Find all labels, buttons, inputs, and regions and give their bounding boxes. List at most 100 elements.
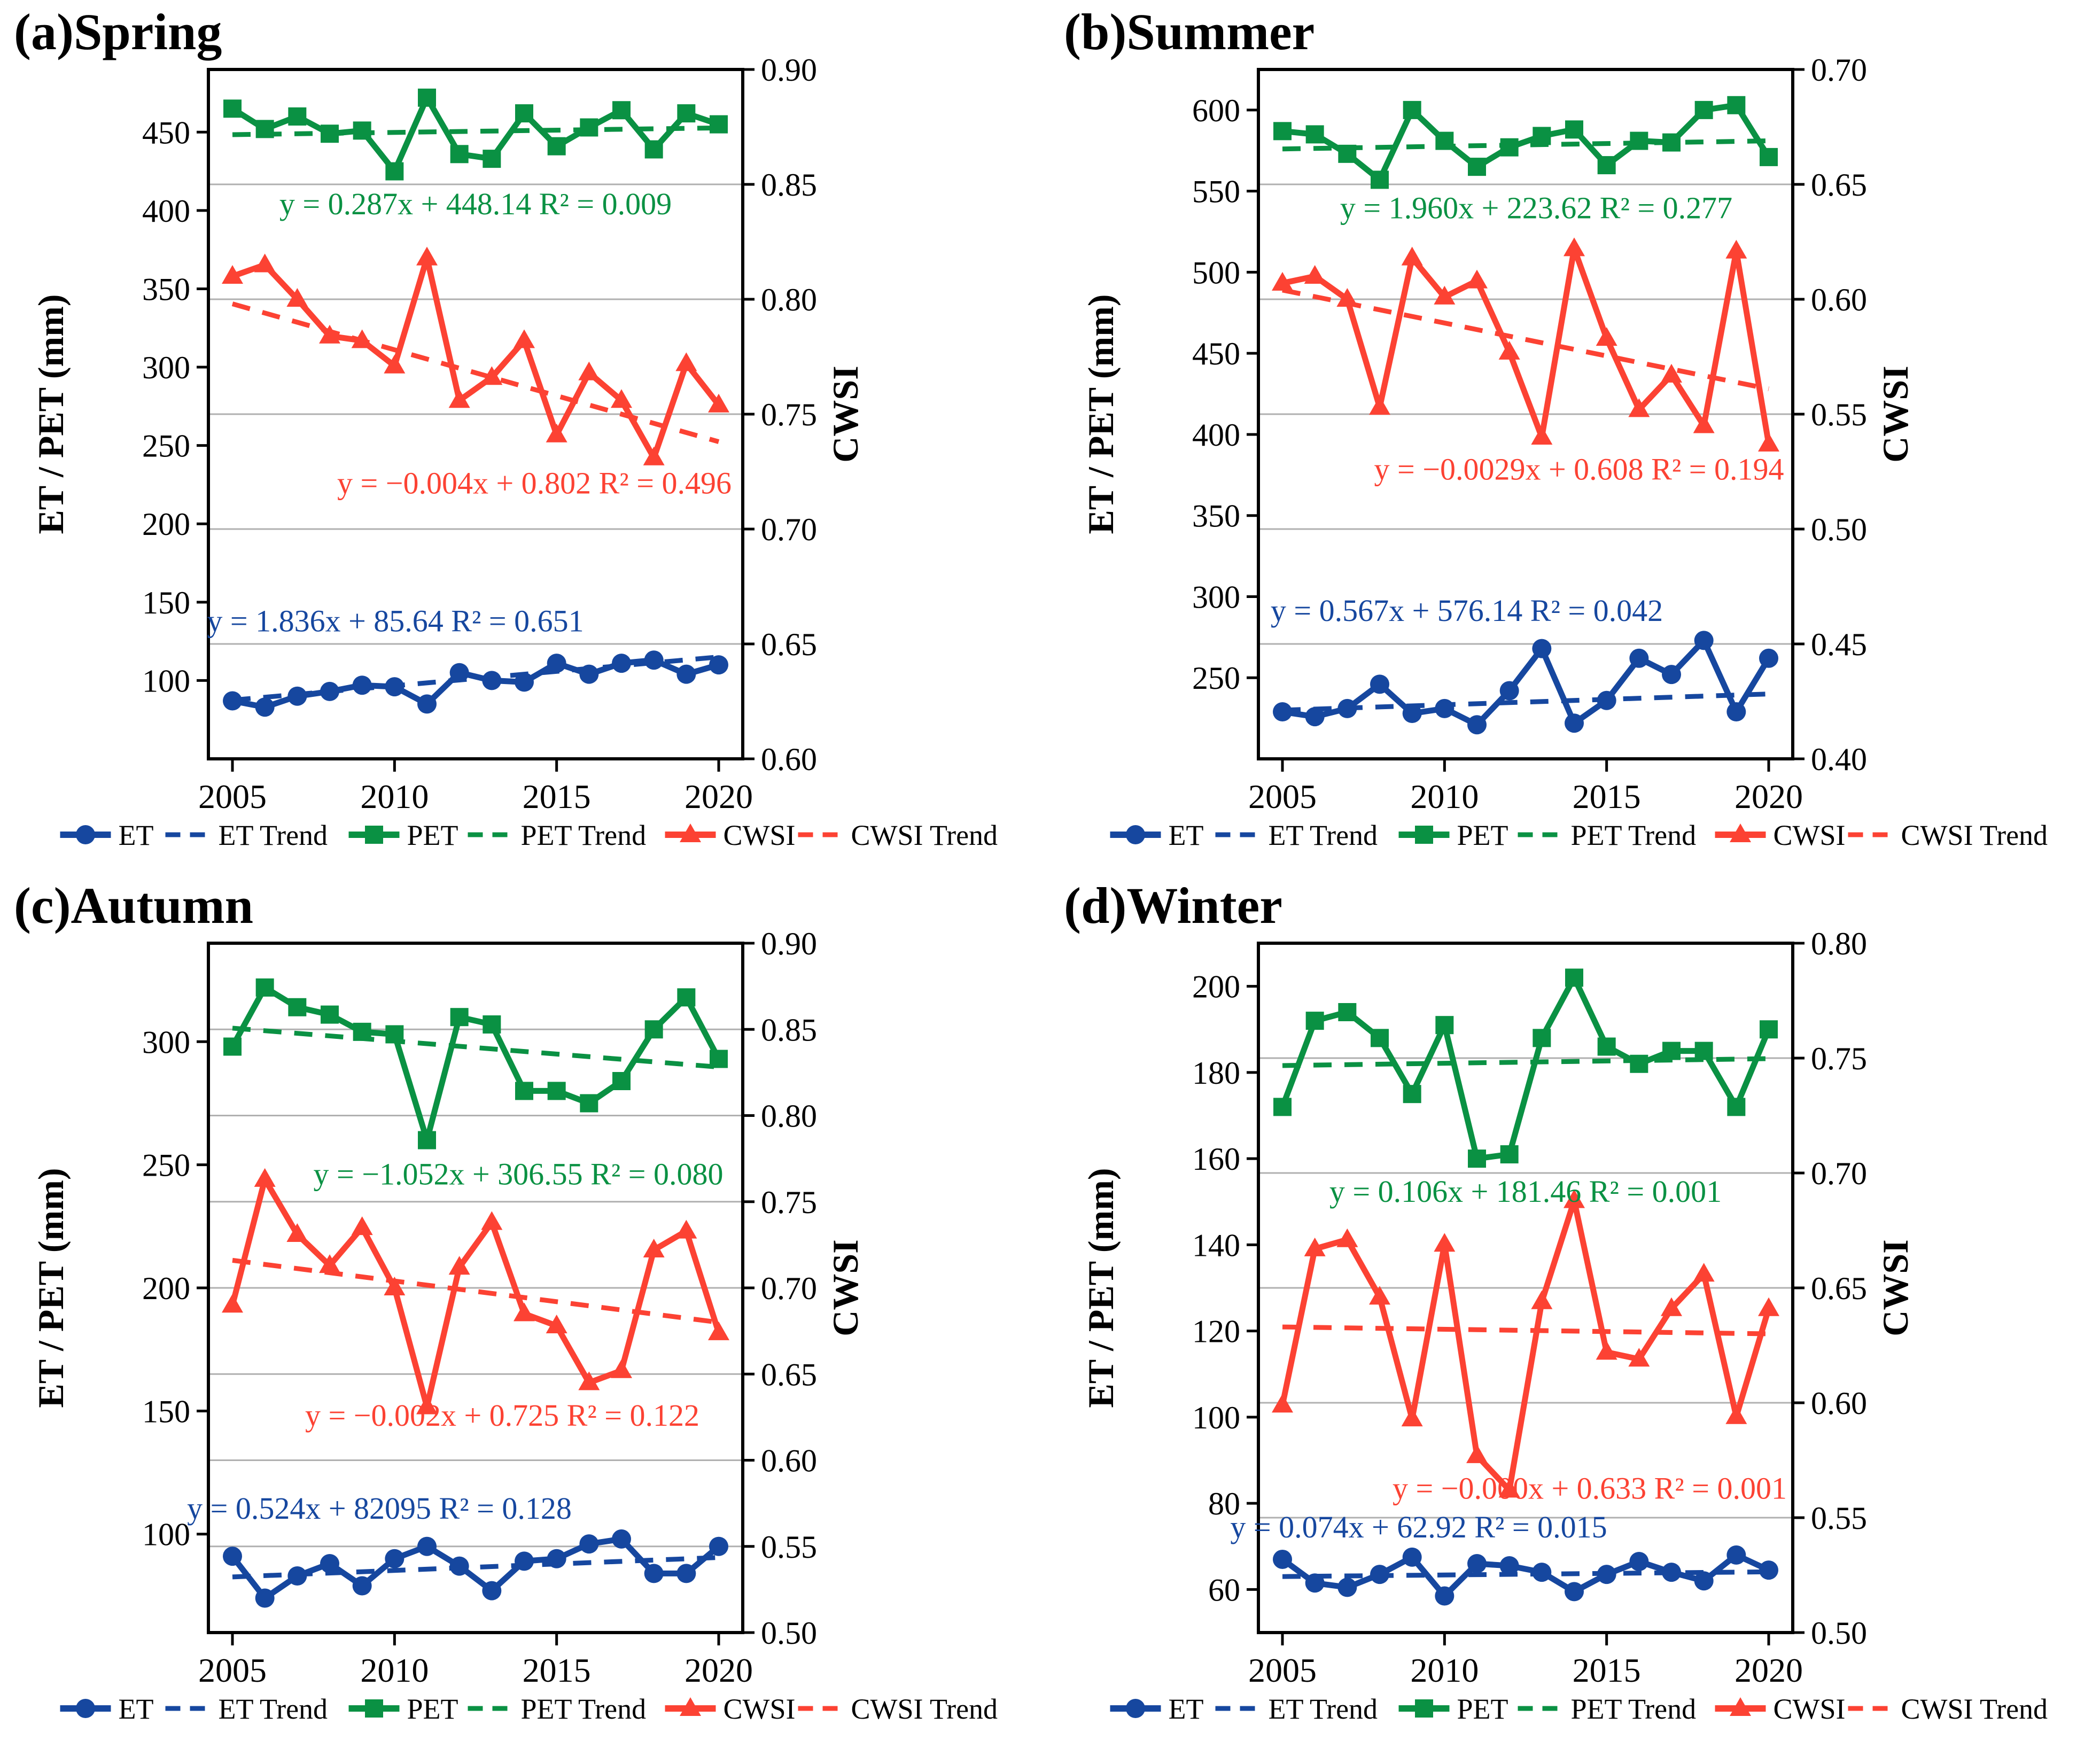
- panel-spring: 100 150 200 250 300 350 400 450 0.60 0.65 0.70 0.75…: [0, 0, 1050, 874]
- x-tick-label: 2010: [360, 778, 429, 815]
- chart-summer: 250 300 350 400 450 500 550 600 0.40 0.45 0.50 0.55…: [1064, 3, 2048, 851]
- marker-cwsi: [1758, 432, 1779, 452]
- marker-pet: [580, 1094, 598, 1113]
- legend-label: PET: [407, 1693, 458, 1725]
- x-tick-label: 2010: [1410, 1651, 1479, 1689]
- left-axis-label: ET / PET (mm): [30, 294, 71, 534]
- marker-cwsi: [643, 1239, 665, 1258]
- legend-label: PET Trend: [521, 819, 647, 851]
- marker-pet: [1338, 144, 1357, 163]
- marker-et: [1305, 1573, 1325, 1593]
- equation-et: y = 0.074x + 62.92 R² = 0.015: [1230, 1510, 1607, 1544]
- left-tick-label: 60: [1208, 1572, 1240, 1607]
- marker-cwsi: [1564, 237, 1585, 257]
- legend-item-pet: PET: [348, 819, 458, 851]
- marker-cwsi: [643, 446, 665, 465]
- legend-item-et-trend: ET Trend: [1215, 1693, 1378, 1725]
- right-axis-label: CWSI: [825, 366, 866, 462]
- marker-pet: [1468, 158, 1486, 176]
- left-tick-label: 100: [142, 663, 190, 698]
- marker-et: [1662, 665, 1681, 685]
- marker-cwsi: [546, 1314, 567, 1333]
- right-tick-label: 0.70: [1811, 52, 1867, 88]
- legend-triangle-icon: [680, 823, 701, 842]
- marker-cwsi: [1304, 1237, 1326, 1256]
- marker-cwsi: [351, 329, 373, 348]
- marker-pet: [1435, 1016, 1454, 1035]
- marker-cwsi: [708, 393, 729, 413]
- left-tick-label: 250: [142, 429, 190, 464]
- marker-pet: [1727, 1098, 1746, 1116]
- legend-item-pet: PET: [1398, 819, 1508, 851]
- marker-et: [1694, 1571, 1714, 1591]
- marker-cwsi: [1304, 265, 1326, 284]
- marker-et: [1532, 639, 1552, 658]
- chart-spring: 100 150 200 250 300 350 400 450 0.60 0.65 0.70 0.75…: [14, 3, 998, 851]
- marker-et: [482, 671, 502, 690]
- marker-et: [1597, 1565, 1616, 1584]
- marker-pet: [515, 1082, 533, 1100]
- trend-line-pet-trend: [1282, 1056, 1769, 1068]
- marker-et: [644, 650, 664, 670]
- legend-label: PET: [1457, 1693, 1508, 1725]
- right-tick-label: 0.80: [761, 1099, 817, 1134]
- marker-et: [1273, 1549, 1292, 1569]
- series-line-cwsi: [229, 1176, 722, 1410]
- marker-cwsi: [222, 265, 243, 284]
- legend-item-pet-trend: PET Trend: [1518, 1693, 1696, 1725]
- panel-title: (a)Spring: [14, 3, 222, 60]
- marker-pet: [1662, 133, 1681, 152]
- right-tick-label: 0.65: [761, 627, 817, 662]
- marker-cwsi: [1272, 271, 1293, 291]
- legend: ET ET Trend PET PET Trend CWSI CWSI Trend: [1110, 819, 2048, 851]
- series-pet: [1273, 968, 1778, 1168]
- marker-pet: [580, 118, 598, 137]
- equation-cwsi: y = −0.0029x + 0.608 R² = 0.194: [1374, 452, 1784, 487]
- marker-et: [1565, 713, 1584, 733]
- marker-et: [1759, 1560, 1778, 1580]
- series-et: [223, 650, 728, 717]
- equation-pet: y = 0.287x + 448.14 R² = 0.009: [279, 187, 672, 221]
- marker-cwsi: [254, 1168, 276, 1187]
- marker-et: [1370, 674, 1389, 694]
- right-tick-label: 0.80: [761, 282, 817, 317]
- series-et: [1273, 1545, 1778, 1606]
- left-tick-label: 250: [1192, 661, 1240, 696]
- marker-et: [1565, 1582, 1584, 1602]
- marker-pet: [1597, 1037, 1616, 1056]
- legend-label: CWSI: [1774, 1693, 1846, 1725]
- marker-pet: [418, 88, 436, 107]
- marker-cwsi: [286, 1223, 308, 1242]
- legend-label: CWSI Trend: [1901, 1693, 2048, 1725]
- marker-pet: [1760, 147, 1778, 166]
- marker-pet: [255, 120, 274, 138]
- marker-et: [1629, 648, 1649, 668]
- left-tick-label: 150: [142, 1394, 190, 1429]
- marker-et: [1532, 1563, 1552, 1582]
- marker-cwsi: [286, 288, 308, 307]
- marker-et: [1370, 1565, 1389, 1584]
- left-tick-label: 600: [1192, 93, 1240, 128]
- series-pet: [223, 88, 728, 181]
- marker-cwsi: [1336, 1228, 1358, 1247]
- marker-pet: [223, 99, 242, 118]
- left-tick-label: 450: [142, 115, 190, 150]
- marker-pet: [1305, 125, 1324, 144]
- marker-cwsi: [319, 1254, 340, 1273]
- series-pet: [223, 978, 728, 1149]
- marker-cwsi: [351, 1216, 373, 1236]
- marker-pet: [1760, 1020, 1778, 1039]
- x-tick-label: 2005: [1248, 778, 1317, 815]
- marker-et: [1305, 707, 1325, 727]
- panel-title: (b)Summer: [1064, 3, 1315, 60]
- legend-circle-icon: [76, 1699, 95, 1718]
- marker-pet: [677, 988, 696, 1007]
- marker-et: [612, 1529, 631, 1549]
- legend-item-cwsi: CWSI: [665, 1693, 796, 1725]
- legend-item-pet-trend: PET Trend: [468, 819, 647, 851]
- legend-label: CWSI Trend: [851, 1693, 998, 1725]
- panel-summer: 250 300 350 400 450 500 550 600 0.40 0.45 0.50 0.55…: [1050, 0, 2100, 874]
- left-tick-label: 80: [1208, 1486, 1240, 1521]
- trend-line-cwsi-trend: [1282, 288, 1769, 392]
- marker-cwsi: [578, 361, 600, 380]
